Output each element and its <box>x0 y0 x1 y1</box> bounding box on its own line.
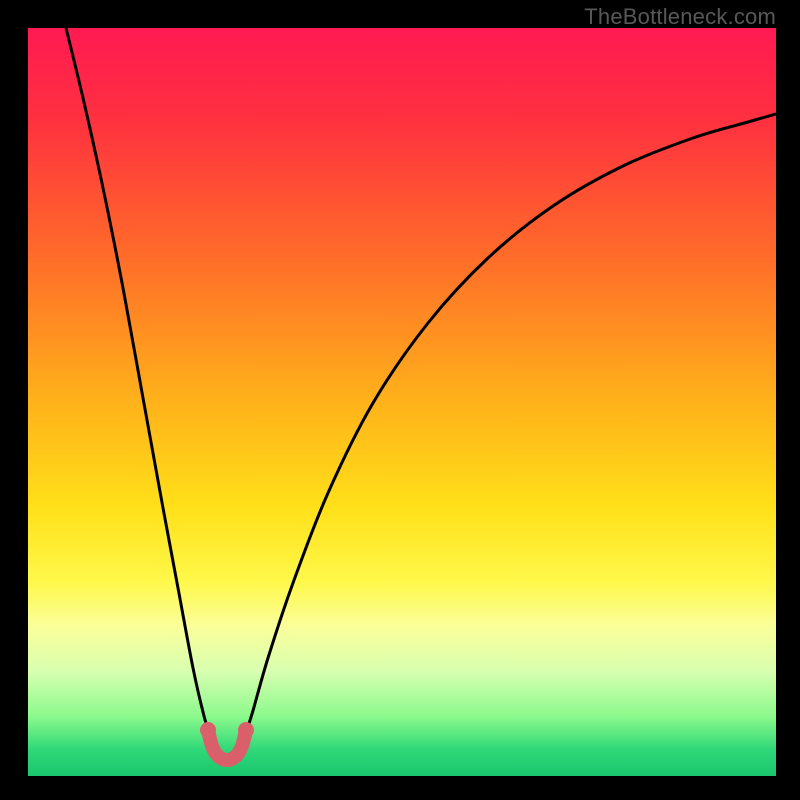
bottleneck-chart <box>28 28 776 776</box>
watermark-text: TheBottleneck.com <box>584 4 776 30</box>
gradient-background <box>28 28 776 776</box>
valley-marker-endpoint-right <box>238 722 254 738</box>
valley-marker-endpoint-left <box>200 722 216 738</box>
